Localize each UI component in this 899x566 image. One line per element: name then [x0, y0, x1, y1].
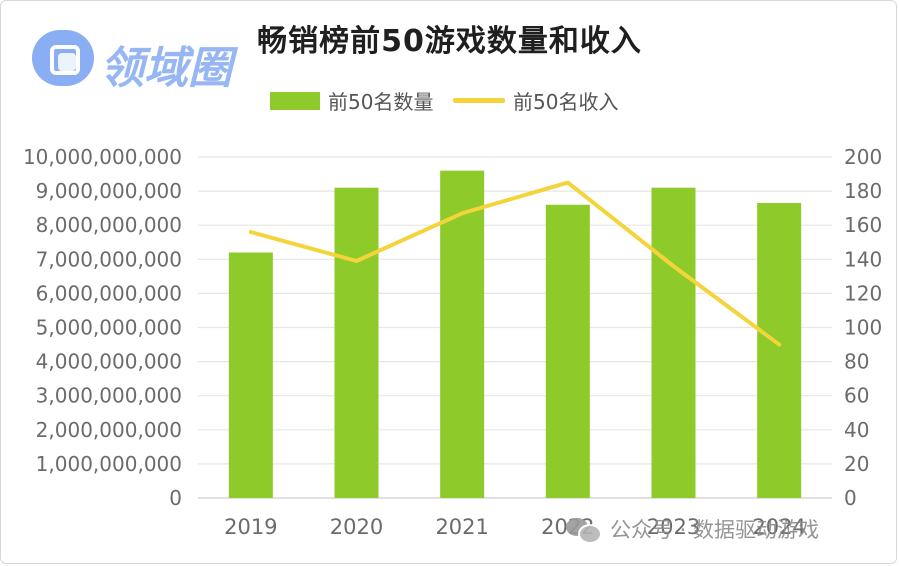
legend-item-bar: 前50名数量 [270, 86, 433, 115]
right-tick-label: 200 [844, 145, 882, 169]
legend-label-line: 前50名收入 [513, 90, 619, 114]
line-series [248, 180, 782, 347]
left-tick-label: 2,000,000,000 [36, 418, 182, 442]
watermark: 公众号 · 数据驱动游戏 [566, 514, 819, 544]
right-tick-label: 40 [844, 418, 869, 442]
right-tick-label: 120 [844, 281, 882, 305]
right-tick-label: 180 [844, 179, 882, 203]
legend: 前50名数量 前50名收入 [0, 86, 899, 116]
left-tick-label: 3,000,000,000 [36, 384, 182, 408]
gridlines [198, 156, 832, 499]
bar-2020 [334, 187, 379, 498]
left-tick-label: 6,000,000,000 [36, 281, 182, 305]
logo-badge-icon [32, 30, 94, 86]
x-tick-label: 2020 [330, 515, 383, 539]
left-tick-label: 1,000,000,000 [36, 452, 182, 476]
right-tick-label: 160 [844, 213, 882, 237]
legend-line-swatch [453, 98, 505, 103]
x-tick-label: 2019 [224, 515, 277, 539]
right-axis-ticks: 0 20 40 60 80 100 120 140 160 180 200 [844, 145, 882, 510]
logo-text: 领域圈 [100, 43, 232, 94]
bar-2024 [757, 203, 802, 498]
left-tick-label: 0 [169, 486, 182, 510]
legend-item-line: 前50名收入 [453, 86, 618, 115]
x-tick-label: 2021 [435, 515, 488, 539]
legend-bar-swatch [270, 91, 320, 110]
watermark-text: 公众号 · 数据驱动游戏 [610, 518, 820, 542]
right-tick-label: 20 [844, 452, 869, 476]
left-tick-label: 4,000,000,000 [36, 350, 182, 374]
legend-label-bar: 前50名数量 [328, 90, 434, 114]
bar-2022 [545, 204, 590, 499]
bar-2023 [651, 187, 696, 498]
left-tick-label: 7,000,000,000 [36, 247, 182, 271]
left-tick-label: 5,000,000,000 [36, 316, 182, 340]
right-tick-label: 140 [844, 247, 882, 271]
bar-2021 [440, 170, 485, 498]
right-tick-label: 0 [844, 486, 857, 510]
right-tick-label: 80 [844, 350, 869, 374]
revenue-line [248, 180, 782, 347]
chart-title: 畅销榜前50游戏数量和收入 [257, 24, 642, 59]
left-tick-label: 10,000,000,000 [23, 145, 182, 169]
right-tick-label: 60 [844, 384, 869, 408]
right-tick-label: 100 [844, 316, 882, 340]
bar-series [228, 170, 802, 499]
left-axis-ticks: 0 1,000,000,000 2,000,000,000 3,000,000,000… [23, 145, 182, 510]
x-tick-label: 2024 [752, 515, 805, 539]
bar-2019 [228, 252, 273, 498]
left-tick-label: 8,000,000,000 [36, 213, 182, 237]
wechat-icon [566, 516, 602, 544]
x-tick-label: 2023 [647, 515, 700, 539]
left-tick-label: 9,000,000,000 [36, 179, 182, 203]
